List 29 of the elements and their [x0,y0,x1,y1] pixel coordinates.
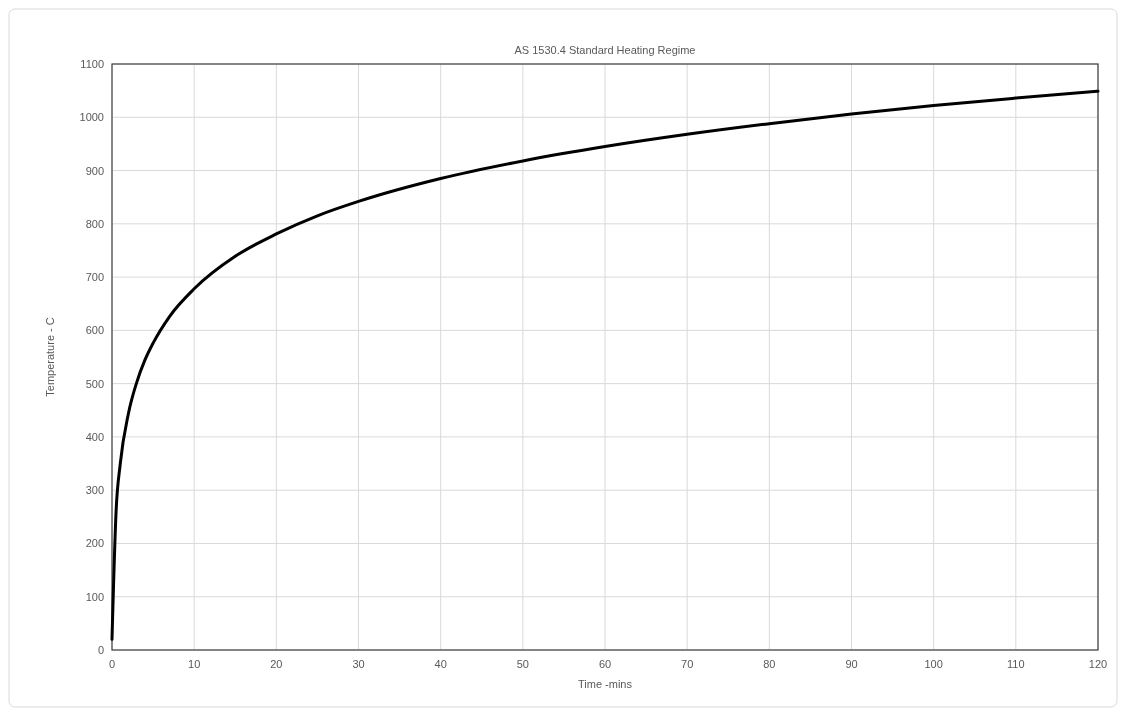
y-tick-label: 1000 [79,111,104,124]
y-tick-label: 800 [85,217,104,230]
x-axis-title: Time -mins [578,678,633,690]
x-tick-label: 20 [270,658,283,670]
y-tick-label: 100 [85,590,104,603]
x-tick-label: 80 [763,658,776,670]
y-tick-label: 500 [85,377,104,390]
y-axis-title: Temperature - C [44,317,56,397]
x-tick-label: 70 [681,658,694,670]
x-tick-label: 90 [845,658,858,670]
y-tick-label: 600 [85,324,104,337]
y-tick-label: 1100 [80,58,104,70]
x-tick-label: 10 [188,658,201,670]
y-tick-label: 700 [85,271,104,284]
x-tick-label: 40 [434,658,447,670]
x-tick-label: 120 [1088,658,1108,670]
line-series [110,89,1100,641]
y-tick-label: 400 [85,430,104,443]
x-tick-label: 110 [1007,658,1025,670]
x-tick-label: 30 [352,658,365,670]
x-tick-label: 0 [108,658,116,670]
y-tick-label: 0 [97,644,104,656]
y-tick-label: 900 [85,164,104,177]
y-tick-label: 300 [85,484,104,497]
x-tick-label: 100 [924,658,943,670]
y-tick-label: 200 [85,537,104,550]
x-tick-label: 60 [598,658,612,670]
chart-title: AS 1530.4 Standard Heating Regime [514,44,696,56]
x-tick-label: 50 [516,658,529,670]
